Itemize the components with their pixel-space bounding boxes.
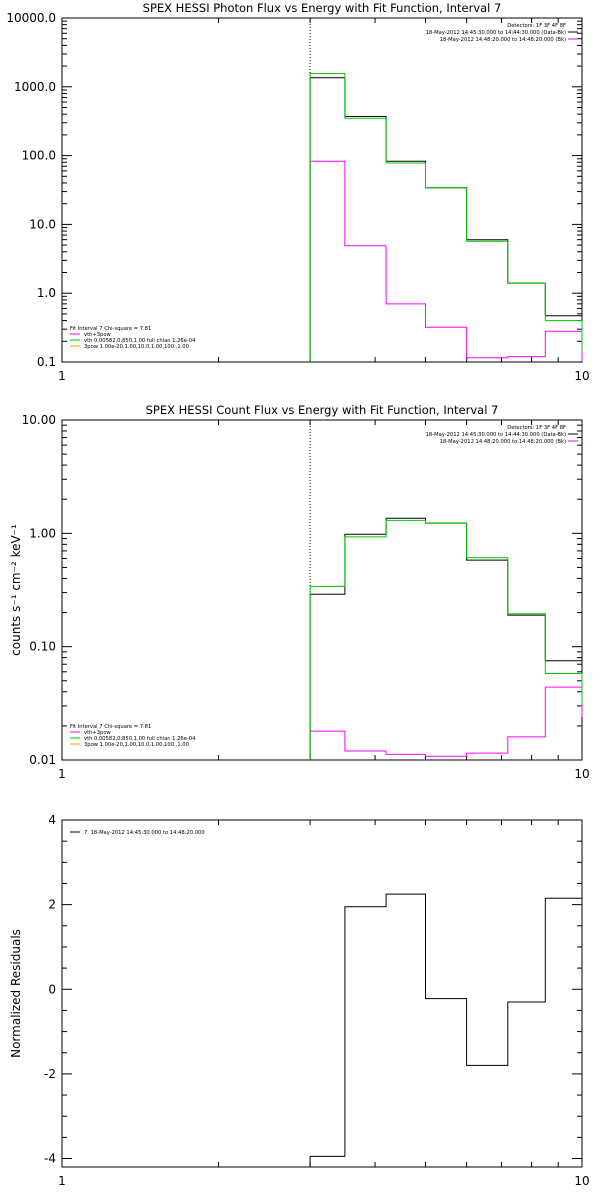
legend-entry: 3pow 1.00e-20,1.00,10.0,1.00,100.,1.00: [84, 344, 189, 350]
fit-info: Fit Interval 7 Chi-square = 7.81: [70, 724, 151, 730]
plot-frame: [61, 419, 583, 761]
chart-title: SPEX HESSI Count Flux vs Energy with Fit…: [146, 403, 499, 417]
legend-entry: 18-May-2012 14:45:30.000 to 14:44:30.000…: [426, 30, 566, 36]
legend-entry: 3pow 1.00e-20,1.00,10.0,1.00,100.,1.00: [84, 742, 189, 748]
legend-entry: 7. 18-May-2012 14:45:30.000 to 14:48:20.…: [84, 830, 205, 836]
legend-entry: vth 0.00582,0.850,1.00 full chian 1.26e-…: [84, 338, 196, 344]
y-tick-label: 0: [48, 982, 56, 996]
legend-entry: vth+3pow: [84, 332, 112, 338]
y-tick-label: 1.0: [37, 286, 56, 300]
y-tick-label: 0.10: [29, 640, 56, 654]
series-thermal: [309, 73, 583, 362]
x-tick-label: 1: [58, 1174, 66, 1188]
panel-2: SPEX HESSI Count Flux vs Energy with Fit…: [9, 403, 590, 781]
x-tick-label: 10: [574, 369, 589, 383]
legend-entry: 18-May-2012 14:48:20.000 to 14:48:20.000…: [440, 439, 566, 445]
legend-header: Detectors: 1F 3F 4F 8F: [507, 425, 566, 431]
y-tick-label: 0.1: [37, 355, 56, 369]
x-tick-label: 1: [58, 369, 66, 383]
y-tick-label: 1000.0: [14, 80, 56, 94]
series-total: [309, 893, 583, 1167]
legend-header: Detectors: 1F 3F 4F 8F: [507, 23, 566, 29]
legend-entry: vth+3pow: [84, 730, 112, 736]
x-tick-label: 10: [574, 1174, 589, 1188]
y-axis-label: Normalized Residuals: [9, 929, 23, 1058]
panel-3: Normalized Residuals 1 10 4 2 0 -2 -4 7. 18-May-…: [9, 813, 590, 1188]
panel-1: SPEX HESSI Photon Flux vs Energy with Fi…: [6, 1, 589, 383]
y-tick-label: -4: [44, 1152, 56, 1166]
y-tick-label: 1.00: [29, 526, 56, 540]
y-tick-label: 10.0: [29, 217, 56, 231]
y-tick-label: 100.0: [22, 149, 56, 163]
legend-entry: 18-May-2012 14:45:30.000 to 14:44:30.000…: [426, 432, 566, 438]
y-tick-label: 0.01: [29, 753, 56, 767]
y-tick-label: 4: [48, 813, 56, 827]
fit-info: Fit Interval 7 Chi-square = 7.81: [70, 326, 151, 332]
x-tick-label: 10: [574, 767, 589, 781]
series-total: [309, 77, 583, 362]
series-bk: [309, 160, 583, 362]
legend-entry: 18-May-2012 14:48:20.000 to 14:48:20.000…: [440, 37, 566, 43]
plot-frame: [61, 17, 583, 363]
chart-title: SPEX HESSI Photon Flux vs Energy with Fi…: [143, 1, 502, 15]
series-thermal: [309, 519, 583, 760]
plot-frame: [61, 819, 583, 1168]
series-bk: [309, 686, 583, 760]
y-tick-label: -2: [44, 1067, 56, 1081]
y-tick-label: 2: [48, 898, 56, 912]
y-tick-label: 10.00: [22, 413, 56, 427]
x-tick-label: 1: [58, 767, 66, 781]
y-tick-label: 10000.0: [6, 11, 56, 25]
y-axis-label: counts s⁻¹ cm⁻² keV⁻¹: [9, 524, 23, 656]
series-total: [309, 517, 583, 760]
legend-entry: vth 0.00582,0.850,1.00 full chian 1.26e-…: [84, 736, 196, 742]
